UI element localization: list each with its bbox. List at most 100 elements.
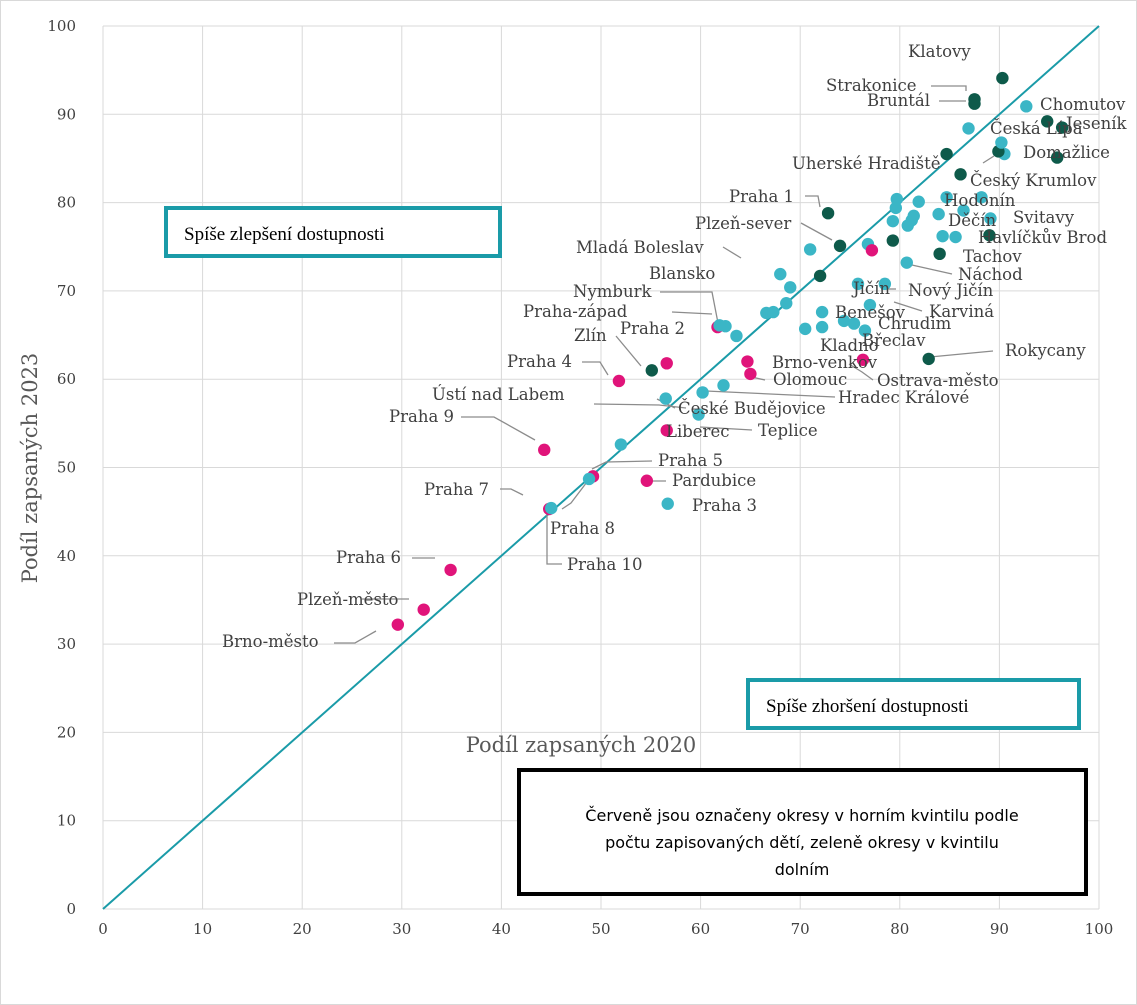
data-point bbox=[717, 379, 730, 392]
annotation-improvement-text: Spíše zlepšení dostupnosti bbox=[184, 224, 385, 245]
data-point bbox=[962, 122, 975, 135]
point-label: Praha 3 bbox=[692, 496, 757, 515]
point-label: Benešov bbox=[835, 303, 906, 322]
point-label: Strakonice bbox=[826, 76, 917, 95]
y-tick-label: 40 bbox=[57, 547, 76, 565]
data-point bbox=[975, 191, 988, 204]
data-point bbox=[865, 244, 879, 257]
data-point bbox=[940, 191, 953, 204]
point-label: Havlíčkův Brod bbox=[978, 228, 1107, 247]
point-label: Praha 7 bbox=[424, 480, 489, 499]
point-label: Brno-venkov bbox=[772, 353, 878, 372]
point-label: Praha 2 bbox=[620, 319, 685, 338]
data-point bbox=[659, 392, 672, 405]
data-point bbox=[661, 497, 674, 510]
data-point bbox=[856, 353, 870, 366]
point-label: Nymburk bbox=[573, 282, 652, 301]
data-point bbox=[741, 355, 754, 368]
point-label: Nový Jičín bbox=[908, 281, 994, 300]
data-point bbox=[660, 357, 673, 370]
point-label: Praha 8 bbox=[550, 519, 615, 538]
data-point bbox=[863, 298, 877, 312]
x-tick-label: 50 bbox=[591, 920, 610, 938]
data-point bbox=[954, 168, 967, 181]
leader-line bbox=[893, 301, 923, 312]
point-label: Plzeň-sever bbox=[695, 214, 791, 233]
data-point bbox=[391, 618, 405, 631]
leader-line bbox=[593, 403, 687, 409]
x-tick-label: 30 bbox=[392, 920, 411, 938]
point-label: Olomouc bbox=[773, 370, 847, 389]
data-point bbox=[545, 501, 558, 515]
legend-note-line-1: Červeně jsou označeny okresy v horním kv… bbox=[585, 806, 1018, 825]
x-tick-label: 100 bbox=[1085, 920, 1114, 938]
diagonal-reference-line bbox=[102, 25, 1100, 910]
data-point bbox=[1055, 121, 1069, 134]
leader-line bbox=[929, 350, 994, 358]
x-tick-label: 80 bbox=[890, 920, 909, 938]
point-label: Ostrava-město bbox=[877, 371, 999, 390]
point-label: Praha 1 bbox=[729, 187, 794, 206]
data-point bbox=[582, 472, 596, 486]
data-point bbox=[1020, 100, 1033, 113]
point-label: Zlín bbox=[574, 326, 607, 345]
data-point bbox=[417, 603, 430, 616]
data-point bbox=[696, 386, 709, 399]
x-tick-label: 70 bbox=[791, 920, 810, 938]
data-point bbox=[815, 320, 829, 334]
legend-note-line-3: dolním bbox=[775, 860, 830, 879]
data-point bbox=[949, 230, 962, 244]
data-point bbox=[538, 443, 551, 457]
point-label: Jeseník bbox=[1064, 114, 1128, 133]
data-point bbox=[774, 267, 787, 281]
leader-line bbox=[500, 488, 524, 496]
point-label: Liberec bbox=[666, 422, 729, 441]
data-point bbox=[1050, 151, 1064, 164]
data-point bbox=[660, 424, 673, 437]
data-point bbox=[803, 243, 817, 256]
legend-note-box bbox=[517, 768, 1088, 896]
point-label: Náchod bbox=[958, 265, 1023, 284]
annotation-improvement: Spíše zlepšení dostupnosti bbox=[164, 206, 502, 258]
annotation-improvement-box bbox=[164, 206, 502, 258]
point-label: Praha 6 bbox=[336, 548, 401, 567]
data-point bbox=[878, 277, 892, 291]
x-tick-label: 40 bbox=[492, 920, 511, 938]
point-label: Klatovy bbox=[908, 42, 971, 61]
point-label: Praha 9 bbox=[389, 407, 454, 426]
leader-line bbox=[705, 390, 836, 398]
y-tick-label: 90 bbox=[57, 105, 76, 123]
y-tick-label: 30 bbox=[57, 635, 76, 653]
point-label: Chomutov bbox=[1040, 95, 1126, 114]
y-tick-label: 50 bbox=[57, 459, 76, 477]
annotation-worsening: Spíše zhoršení dostupnosti bbox=[746, 678, 1081, 730]
point-label: Děčín bbox=[948, 211, 997, 230]
point-label: Uherské Hradiště bbox=[792, 154, 940, 173]
leader-line bbox=[591, 460, 653, 470]
leader-line bbox=[546, 515, 562, 565]
annotation-worsening-box bbox=[746, 678, 1081, 730]
leader-line bbox=[805, 195, 821, 208]
point-label: Teplice bbox=[758, 421, 818, 440]
y-tick-label: 80 bbox=[57, 194, 76, 212]
x-tick-label: 60 bbox=[691, 920, 710, 938]
point-label: Kladno bbox=[820, 336, 879, 355]
data-point bbox=[912, 195, 925, 208]
y-tick-label: 20 bbox=[57, 723, 76, 741]
data-point bbox=[900, 256, 913, 269]
point-label: Domažlice bbox=[1023, 143, 1110, 162]
data-point bbox=[886, 234, 900, 247]
point-label: Pardubice bbox=[672, 471, 756, 490]
data-point bbox=[984, 212, 997, 225]
x-tick-label: 10 bbox=[193, 920, 212, 938]
x-tick-label: 20 bbox=[293, 920, 312, 938]
data-point bbox=[968, 97, 981, 110]
point-label: Svitavy bbox=[1013, 208, 1075, 227]
data-point bbox=[940, 147, 953, 161]
data-point bbox=[851, 277, 865, 291]
legend-note-line-2: počtu zapisovaných dětí, zeleně okresy v… bbox=[605, 833, 999, 852]
data-point bbox=[645, 364, 658, 377]
data-point bbox=[933, 247, 946, 261]
